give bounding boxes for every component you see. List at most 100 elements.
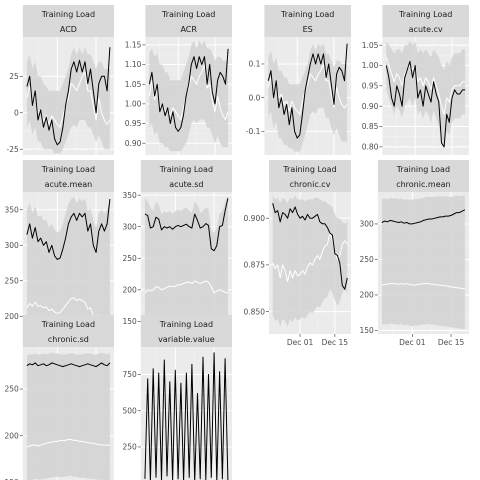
y-tick-label: 0.90: [125, 139, 142, 148]
y-tick-label: 250: [122, 443, 137, 452]
y-tick-label: 200: [122, 286, 137, 295]
y-tick-label: 300: [122, 222, 137, 231]
x-tick-label: Dec 01: [399, 338, 426, 347]
strip-title-top: Training Load: [159, 165, 213, 174]
strip-title-top: Training Load: [159, 320, 213, 329]
facet-panel-acute-cv: Training Load acute.cv 0.80 0.85 0.90 0.95 1.0…: [362, 5, 469, 155]
y-tick-label: 200: [4, 431, 19, 440]
facet-panel-chronic-cv: Training Load chronic.cv 0.850 0.875 0.900 De…: [244, 160, 351, 347]
strip-title-top: Training Load: [398, 10, 452, 19]
strip-title-top: Training Load: [41, 320, 95, 329]
y-tick-label: 1.10: [125, 60, 142, 69]
y-tick-label: 0.95: [362, 82, 379, 91]
facet-panel-ACD: Training Load ACD -25 0 25: [7, 5, 114, 155]
y-tick-label: 300: [4, 241, 19, 250]
y-tick-label: 200: [4, 312, 19, 321]
x-tick-label: Dec 15: [438, 338, 465, 347]
series-line-secondary: [381, 283, 465, 290]
series-line-secondary: [267, 63, 348, 115]
strip-title-facet: variable.value: [158, 335, 215, 344]
facet-strip: [22, 315, 114, 347]
strip-title-top: Training Load: [282, 165, 336, 174]
y-tick-label: 0.0: [248, 93, 260, 102]
facet-panel-chronic-mean: Training Load chronic.mean 150 200 250 300 Dec…: [359, 160, 469, 347]
series-line-secondary: [385, 57, 466, 115]
y-tick-label: 150: [122, 317, 137, 326]
series-line-secondary: [26, 439, 110, 448]
y-tick-label: 250: [122, 254, 137, 263]
y-tick-label: 0.90: [362, 102, 379, 111]
facet-panel-ES: Training Load ES -0.1 0.0 0.1: [246, 5, 351, 155]
series-line-main: [26, 47, 111, 146]
y-tick-label: 750: [122, 370, 137, 379]
y-tick-label: 150: [4, 478, 19, 480]
strip-title-facet: ACR: [180, 25, 197, 34]
y-tick-label: 250: [4, 385, 19, 394]
confidence-band: [381, 195, 465, 329]
series-line-main: [385, 60, 466, 148]
facet-panel-acute-mean: Training Load acute.mean 200 250 300 350: [4, 160, 114, 334]
strip-title-top: Training Load: [41, 165, 95, 174]
y-tick-label: 150: [359, 326, 374, 335]
y-tick-label: 0.80: [362, 143, 379, 152]
series-line-main: [26, 362, 111, 368]
strip-title-facet: chronic.mean: [396, 180, 450, 189]
strip-title-top: Training Load: [396, 165, 450, 174]
facet-strip: [264, 5, 351, 37]
facet-strip: [140, 160, 232, 192]
series-line-main: [148, 48, 229, 132]
strip-title-facet: acute.mean: [45, 180, 93, 189]
y-tick-label: 25: [9, 72, 19, 81]
y-tick-label: 0: [14, 108, 19, 117]
y-tick-label: -25: [7, 145, 19, 154]
y-tick-label: -0.1: [246, 127, 261, 136]
strip-title-facet: ACD: [60, 25, 77, 34]
facet-strip: [377, 160, 469, 192]
y-tick-label: 1.15: [125, 41, 142, 50]
y-tick-label: 300: [359, 220, 374, 229]
y-tick-label: 0.850: [244, 307, 266, 316]
x-tick-label: Dec 01: [287, 338, 314, 347]
facet-panel-variable-value: Training Loadvariable.value0250500750Dec…: [122, 315, 232, 480]
y-tick-label: 500: [122, 406, 137, 415]
y-tick-label: 1.05: [125, 80, 142, 89]
y-tick-label: 200: [359, 291, 374, 300]
confidence-band: [386, 41, 466, 147]
facet-strip: [145, 5, 232, 37]
facet-panel-ACR: Training Load ACR 0.90 0.95 1.00 1.05 1.10 1.15: [125, 5, 232, 155]
strip-title-facet: acute.sd: [169, 180, 203, 189]
y-tick-label: 0.95: [125, 119, 142, 128]
strip-title-facet: ES: [303, 25, 313, 34]
series-line-main: [381, 209, 466, 225]
series-line-secondary: [144, 280, 229, 294]
y-tick-label: 250: [4, 276, 19, 285]
series-line-main: [267, 43, 348, 139]
strip-title-top: Training Load: [41, 10, 95, 19]
strip-title-facet: acute.cv: [409, 25, 443, 34]
facet-panel-acute-sd: Training Load acute.sd 150 200 250 300 350: [122, 160, 232, 334]
series-line-main: [144, 198, 229, 252]
series-line-main: [272, 203, 348, 290]
facet-strip: [22, 5, 114, 37]
x-tick-label: Dec 15: [322, 338, 349, 347]
y-tick-label: 1.00: [362, 61, 379, 70]
y-tick-label: 0.900: [244, 214, 266, 223]
y-tick-label: 0: [132, 479, 137, 480]
y-tick-label: 350: [122, 191, 137, 200]
facet-strip: [269, 160, 351, 192]
y-tick-label: 1.05: [362, 41, 379, 50]
strip-title-facet: chronic.cv: [290, 180, 331, 189]
confidence-band: [149, 40, 229, 152]
confidence-band: [26, 352, 110, 480]
facet-strip: [140, 315, 232, 347]
strip-title-top: Training Load: [161, 10, 215, 19]
y-tick-label: 1.00: [125, 100, 142, 109]
y-tick-label: 350: [4, 205, 19, 214]
y-tick-label: 0.85: [362, 122, 379, 131]
series-line-main: [26, 199, 111, 260]
confidence-band: [272, 195, 348, 327]
facet-strip: [22, 160, 114, 192]
strip-title-facet: chronic.sd: [48, 335, 89, 344]
